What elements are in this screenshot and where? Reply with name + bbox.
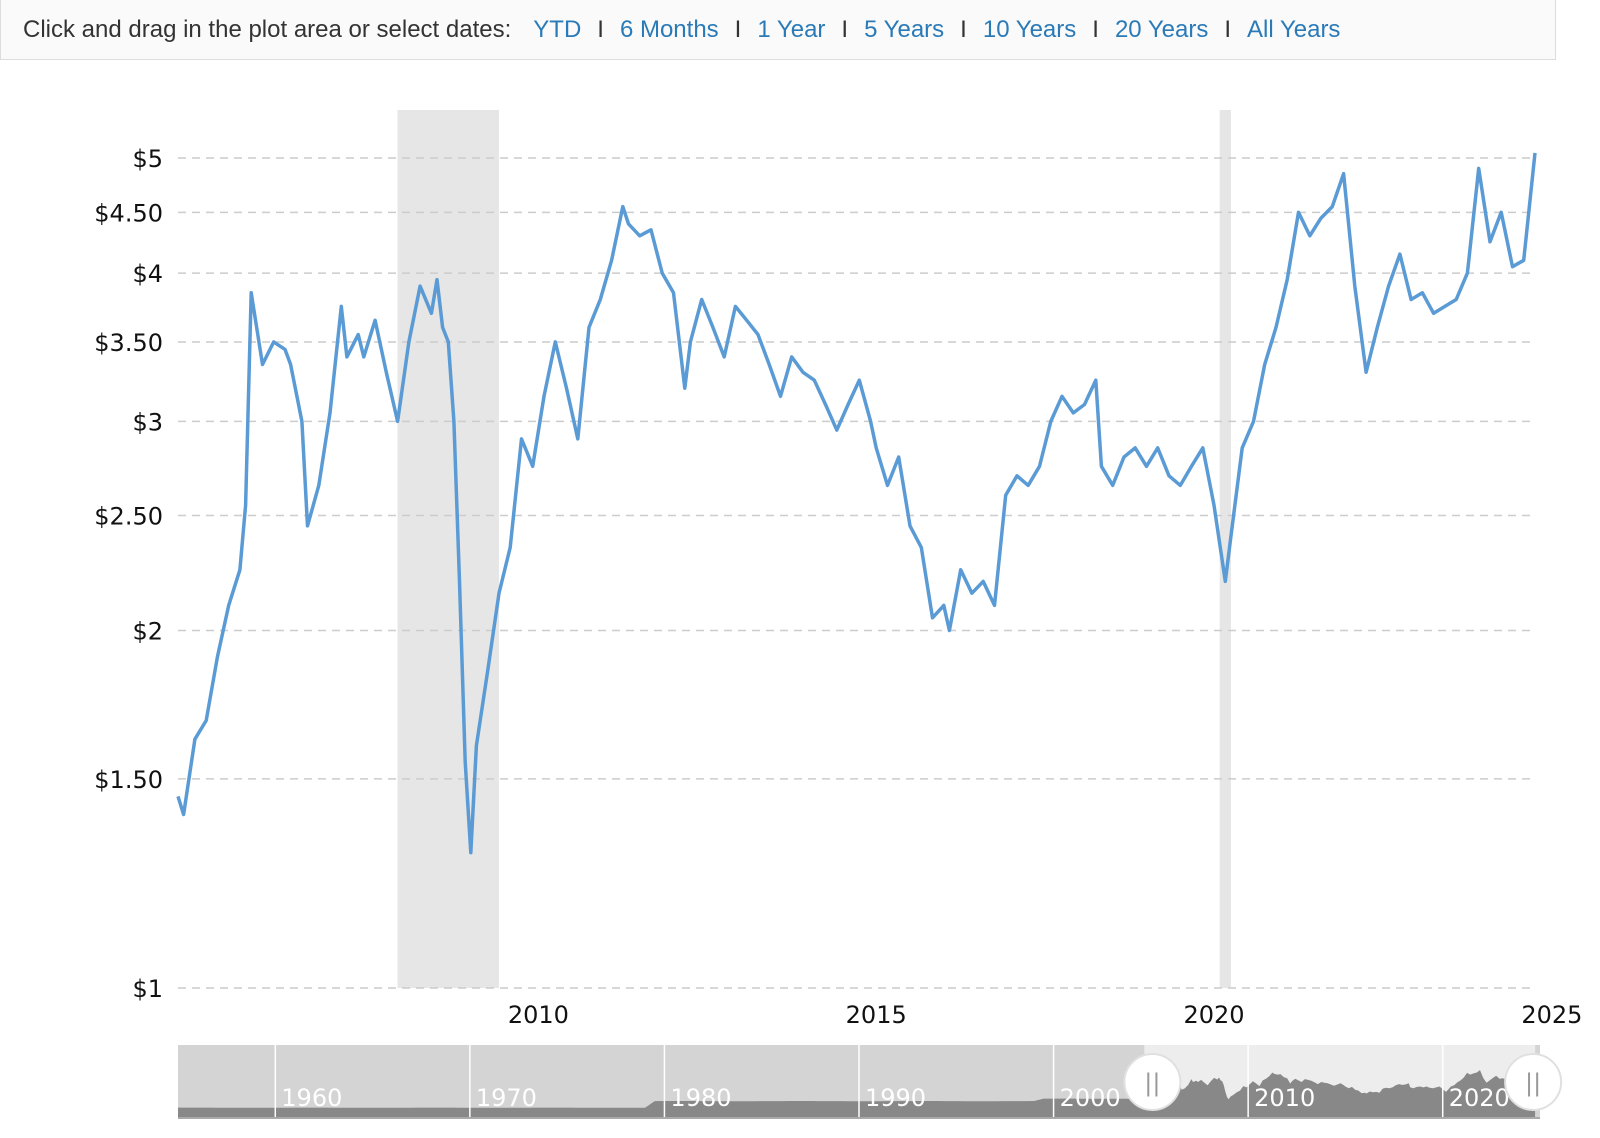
- y-tick-label: $5: [132, 145, 163, 173]
- range-separator: I: [1092, 15, 1099, 43]
- range-selector-bar: Click and drag in the plot area or selec…: [0, 0, 1556, 60]
- price-line: [176, 152, 1537, 855]
- handle-knob[interactable]: [1504, 1053, 1563, 1111]
- range-6-months[interactable]: 6 Months: [619, 15, 719, 43]
- recession-band: [397, 110, 499, 988]
- navigator-right-handle[interactable]: ||: [1504, 1053, 1563, 1111]
- y-tick-label: $4.50: [94, 199, 163, 227]
- y-tick-label: $1.50: [94, 766, 163, 794]
- range-20-years[interactable]: 20 Years: [1114, 15, 1209, 43]
- range-all-years[interactable]: All Years: [1247, 15, 1341, 43]
- handle-grip-icon: ||: [1525, 1069, 1541, 1097]
- y-tick-label: $2.50: [94, 502, 163, 530]
- navigator[interactable]: 1960 1970 1980 1990 2000 2010 2020 || ||: [178, 1045, 1563, 1119]
- navigator-tick-label: 2000: [1060, 1084, 1121, 1112]
- navigator-tick-label: 1970: [476, 1084, 537, 1112]
- x-tick-label: 2010: [508, 1001, 569, 1029]
- y-tick-label: $2: [132, 618, 163, 646]
- range-separator: I: [1224, 15, 1232, 43]
- recession-bands: [397, 110, 1231, 988]
- range-separator: I: [734, 15, 742, 43]
- range-separator: I: [841, 15, 849, 43]
- navigator-history-area: [178, 1068, 1536, 1118]
- navigator-tick-label: 1980: [670, 1084, 731, 1112]
- handle-knob[interactable]: [1123, 1053, 1182, 1111]
- handle-grip-icon: ||: [1144, 1069, 1160, 1097]
- range-5-years[interactable]: 5 Years: [864, 15, 945, 43]
- x-tick-label: 2015: [846, 1001, 907, 1029]
- range-10-years[interactable]: 10 Years: [982, 15, 1077, 43]
- navigator-left-handle[interactable]: ||: [1123, 1053, 1182, 1111]
- range-separator: I: [960, 15, 967, 43]
- range-ytd[interactable]: YTD: [533, 15, 582, 43]
- range-separator: I: [597, 15, 604, 43]
- y-tick-label: $3.50: [94, 329, 163, 357]
- navigator-tick-label: 2010: [1254, 1084, 1315, 1112]
- y-tick-label: $3: [132, 408, 163, 436]
- x-tick-label: 2025: [1521, 1001, 1582, 1029]
- series-layer: [176, 152, 1537, 855]
- x-tick-label: 2020: [1184, 1001, 1245, 1029]
- navigator-tick-label: 1990: [865, 1084, 926, 1112]
- range-1-year[interactable]: 1 Year: [757, 15, 826, 43]
- gridlines: [178, 157, 1535, 989]
- navigator-tick-label: 2020: [1449, 1084, 1510, 1112]
- x-axis-labels: 2010 2015 2020 2025: [508, 1001, 1583, 1029]
- y-tick-label: $1: [132, 975, 163, 1003]
- y-axis-labels: $1 $1.50 $2 $2.50 $3 $3.50 $4 $4.50 $5: [94, 145, 163, 1003]
- recession-band: [1219, 110, 1231, 988]
- navigator-tick-label: 1960: [281, 1084, 342, 1112]
- y-tick-label: $4: [132, 260, 163, 288]
- range-prompt: Click and drag in the plot area or selec…: [23, 15, 512, 43]
